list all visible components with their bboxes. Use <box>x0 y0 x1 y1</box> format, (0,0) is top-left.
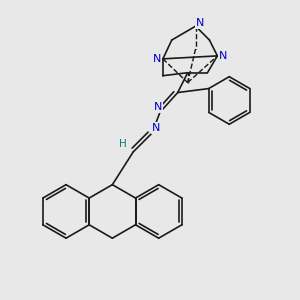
Text: H: H <box>119 139 127 149</box>
Text: N: N <box>196 18 205 28</box>
Text: N: N <box>219 51 227 61</box>
Text: N: N <box>154 102 162 112</box>
Text: N: N <box>153 54 161 64</box>
Text: N: N <box>152 123 160 133</box>
